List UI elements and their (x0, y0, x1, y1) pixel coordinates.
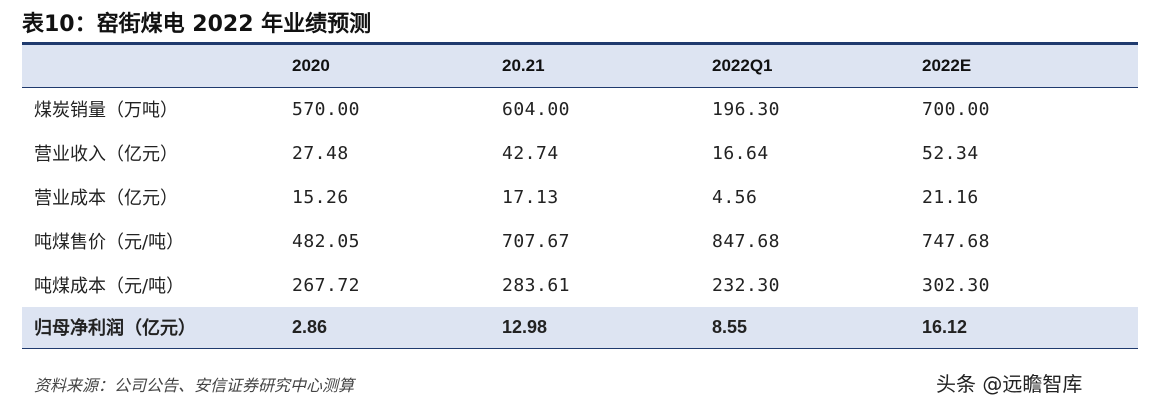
header-row: 2020 20.21 2022Q1 2022E (22, 45, 1138, 87)
table-cell: 2.86 (292, 316, 328, 337)
table-cell: 232.30 (712, 274, 781, 296)
row-label: 营业成本（亿元） (34, 188, 178, 209)
table-cell: 52.34 (922, 142, 979, 164)
table-cell: 267.72 (292, 274, 361, 296)
row-label: 吨煤成本（元/吨） (34, 276, 185, 297)
table-cell: 4.56 (712, 186, 758, 208)
table-cell: 16.64 (712, 142, 769, 164)
table-title: 表10：窑街煤电 2022 年业绩预测 (22, 12, 372, 37)
table-cell: 21.16 (922, 186, 979, 208)
table-row: 营业成本（亿元） 15.26 17.13 4.56 21.16 (22, 175, 1138, 219)
header-cell-label (22, 45, 292, 87)
row-label: 吨煤售价（元/吨） (34, 232, 185, 253)
header-cell-2022q1: 2022Q1 (712, 55, 773, 75)
table-row: 吨煤售价（元/吨） 482.05 707.67 847.68 747.68 (22, 219, 1138, 263)
top-rule (22, 42, 1138, 45)
row-label: 煤炭销量（万吨） (34, 100, 178, 122)
table-cell: 15.26 (292, 186, 349, 208)
table-cell: 747.68 (922, 230, 991, 252)
table-cell: 12.98 (502, 316, 548, 337)
table-row: 吨煤成本（元/吨） 267.72 283.61 232.30 302.30 (22, 263, 1138, 307)
table-cell: 847.68 (712, 230, 781, 252)
table-cell: 700.00 (922, 98, 991, 120)
table-cell: 570.00 (292, 98, 361, 120)
table-cell: 42.74 (502, 142, 559, 164)
table-cell: 8.55 (712, 316, 748, 337)
row-label: 归母净利润（亿元） (34, 318, 196, 340)
watermark: 头条 @远瞻智库 (936, 372, 1083, 396)
header-cell-2022e: 2022E (922, 55, 972, 75)
table-row-total: 归母净利润（亿元） 2.86 12.98 8.55 16.12 (22, 307, 1138, 348)
table-cell: 283.61 (502, 274, 571, 296)
table-cell: 196.30 (712, 98, 781, 120)
table-cell: 707.67 (502, 230, 571, 252)
table-cell: 482.05 (292, 230, 361, 252)
header-cell-2020: 2020 (292, 55, 330, 75)
table-cell: 16.12 (922, 316, 968, 337)
table-cell: 17.13 (502, 186, 559, 208)
row-label: 营业收入（亿元） (34, 144, 178, 165)
header-cell-2021: 20.21 (502, 55, 545, 75)
table-cell: 604.00 (502, 98, 571, 120)
table-row: 煤炭销量（万吨） 570.00 604.00 196.30 700.00 (22, 87, 1138, 131)
table-row: 营业收入（亿元） 27.48 42.74 16.64 52.34 (22, 131, 1138, 175)
table-cell: 302.30 (922, 274, 991, 296)
table-cell: 27.48 (292, 142, 349, 164)
source-note: 资料来源：公司公告、安信证券研究中心测算 (34, 376, 355, 395)
forecast-table: 2020 20.21 2022Q1 2022E 煤炭销量（万吨） 570.00 … (22, 45, 1138, 349)
